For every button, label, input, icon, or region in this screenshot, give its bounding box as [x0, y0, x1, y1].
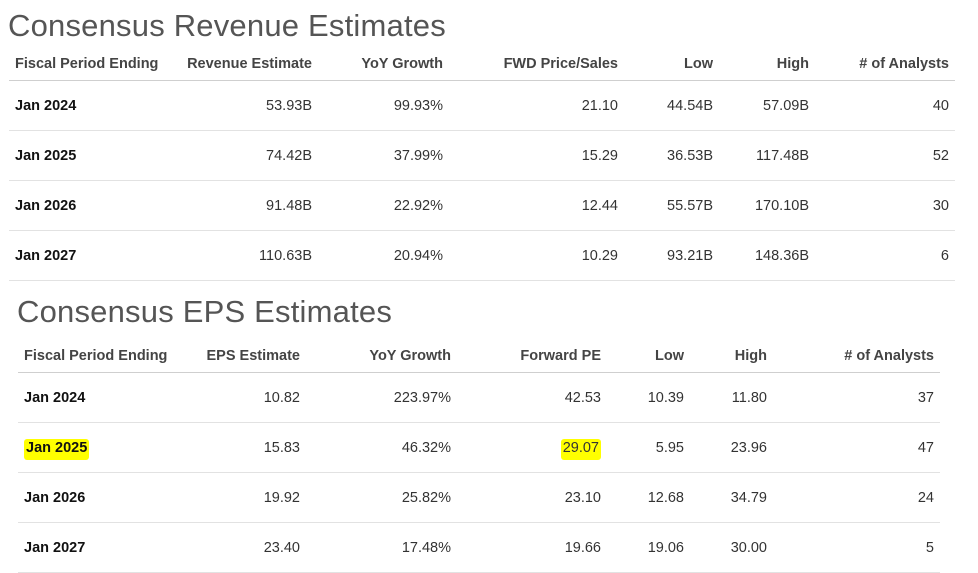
table-row: Jan 2024 53.93B 99.93% 21.10 44.54B 57.0…: [9, 80, 955, 131]
fwd-price-sales-cell: 15.29: [449, 130, 624, 181]
eps-estimate-cell: 10.82: [184, 372, 306, 423]
fwd-price-sales-cell: 12.44: [449, 180, 624, 231]
revenue-estimate-cell: 74.42B: [175, 130, 318, 181]
revenue-estimates-table: Fiscal Period Ending Revenue Estimate Yo…: [9, 48, 955, 281]
low-cell: 93.21B: [624, 230, 719, 281]
high-cell: 57.09B: [719, 80, 815, 131]
fiscal-period-cell: Jan 2027: [18, 522, 184, 573]
high-cell: 30.00: [690, 522, 773, 573]
column-header-fiscal-period[interactable]: Fiscal Period Ending: [18, 340, 184, 373]
low-cell: 12.68: [607, 472, 690, 523]
table-header-row: Fiscal Period Ending EPS Estimate YoY Gr…: [18, 340, 940, 373]
table-header-row: Fiscal Period Ending Revenue Estimate Yo…: [9, 48, 955, 81]
table-row: Jan 2024 10.82 223.97% 42.53 10.39 11.80…: [18, 372, 940, 423]
column-header-forward-pe[interactable]: Forward PE: [457, 340, 607, 373]
low-cell: 44.54B: [624, 80, 719, 131]
revenue-estimates-title: Consensus Revenue Estimates: [8, 8, 446, 43]
fiscal-period-cell: Jan 2024: [18, 372, 184, 423]
column-header-yoy-growth[interactable]: YoY Growth: [318, 48, 449, 81]
table-row: Jan 2025 15.83 46.32% 29.07 5.95 23.96 4…: [18, 422, 940, 473]
yoy-growth-cell: 223.97%: [306, 372, 457, 423]
column-header-yoy-growth[interactable]: YoY Growth: [306, 340, 457, 373]
column-header-num-analysts[interactable]: # of Analysts: [773, 340, 940, 373]
table-row: Jan 2027 110.63B 20.94% 10.29 93.21B 148…: [9, 230, 955, 281]
analysts-cell: 5: [773, 522, 940, 573]
high-cell: 34.79: [690, 472, 773, 523]
forward-pe-cell: 23.10: [457, 472, 607, 523]
table-row: Jan 2026 19.92 25.82% 23.10 12.68 34.79 …: [18, 472, 940, 523]
fiscal-period-cell: Jan 2026: [9, 180, 175, 231]
column-header-low[interactable]: Low: [624, 48, 719, 81]
eps-estimate-cell: 15.83: [184, 422, 306, 473]
yoy-growth-cell: 37.99%: [318, 130, 449, 181]
table-row: Jan 2027 23.40 17.48% 19.66 19.06 30.00 …: [18, 522, 940, 573]
analysts-cell: 40: [815, 80, 955, 131]
low-cell: 10.39: [607, 372, 690, 423]
analysts-cell: 24: [773, 472, 940, 523]
column-header-fiscal-period[interactable]: Fiscal Period Ending: [9, 48, 175, 81]
high-cell: 117.48B: [719, 130, 815, 181]
low-cell: 5.95: [607, 422, 690, 473]
fiscal-period-cell: Jan 2026: [18, 472, 184, 523]
eps-estimate-cell: 19.92: [184, 472, 306, 523]
column-header-num-analysts[interactable]: # of Analysts: [815, 48, 955, 81]
column-header-high[interactable]: High: [690, 340, 773, 373]
column-header-eps-estimate[interactable]: EPS Estimate: [184, 340, 306, 373]
analysts-cell: 37: [773, 372, 940, 423]
fiscal-period-cell: Jan 2025: [9, 130, 175, 181]
revenue-estimate-cell: 110.63B: [175, 230, 318, 281]
fwd-price-sales-cell: 21.10: [449, 80, 624, 131]
yoy-growth-cell: 20.94%: [318, 230, 449, 281]
highlighted-forward-pe: 29.07: [560, 438, 601, 460]
analysts-cell: 52: [815, 130, 955, 181]
forward-pe-cell: 19.66: [457, 522, 607, 573]
yoy-growth-cell: 25.82%: [306, 472, 457, 523]
forward-pe-cell: 29.07: [457, 422, 607, 473]
yoy-growth-cell: 99.93%: [318, 80, 449, 131]
yoy-growth-cell: 17.48%: [306, 522, 457, 573]
revenue-estimate-cell: 53.93B: [175, 80, 318, 131]
eps-estimates-title: Consensus EPS Estimates: [17, 294, 393, 329]
yoy-growth-cell: 46.32%: [306, 422, 457, 473]
fiscal-period-cell: Jan 2025: [18, 422, 184, 473]
high-cell: 148.36B: [719, 230, 815, 281]
column-header-fwd-price-sales[interactable]: FWD Price/Sales: [449, 48, 624, 81]
table-row: Jan 2026 91.48B 22.92% 12.44 55.57B 170.…: [9, 180, 955, 231]
eps-estimates-table: Fiscal Period Ending EPS Estimate YoY Gr…: [18, 340, 940, 573]
yoy-growth-cell: 22.92%: [318, 180, 449, 231]
low-cell: 19.06: [607, 522, 690, 573]
high-cell: 170.10B: [719, 180, 815, 231]
eps-estimate-cell: 23.40: [184, 522, 306, 573]
low-cell: 55.57B: [624, 180, 719, 231]
revenue-estimate-cell: 91.48B: [175, 180, 318, 231]
highlighted-period: Jan 2025: [24, 438, 90, 460]
fiscal-period-cell: Jan 2027: [9, 230, 175, 281]
analysts-cell: 30: [815, 180, 955, 231]
table-row: Jan 2025 74.42B 37.99% 15.29 36.53B 117.…: [9, 130, 955, 181]
fwd-price-sales-cell: 10.29: [449, 230, 624, 281]
analysts-cell: 6: [815, 230, 955, 281]
high-cell: 23.96: [690, 422, 773, 473]
analysts-cell: 47: [773, 422, 940, 473]
low-cell: 36.53B: [624, 130, 719, 181]
column-header-revenue-estimate[interactable]: Revenue Estimate: [175, 48, 318, 81]
column-header-high[interactable]: High: [719, 48, 815, 81]
fiscal-period-cell: Jan 2024: [9, 80, 175, 131]
column-header-low[interactable]: Low: [607, 340, 690, 373]
high-cell: 11.80: [690, 372, 773, 423]
forward-pe-cell: 42.53: [457, 372, 607, 423]
